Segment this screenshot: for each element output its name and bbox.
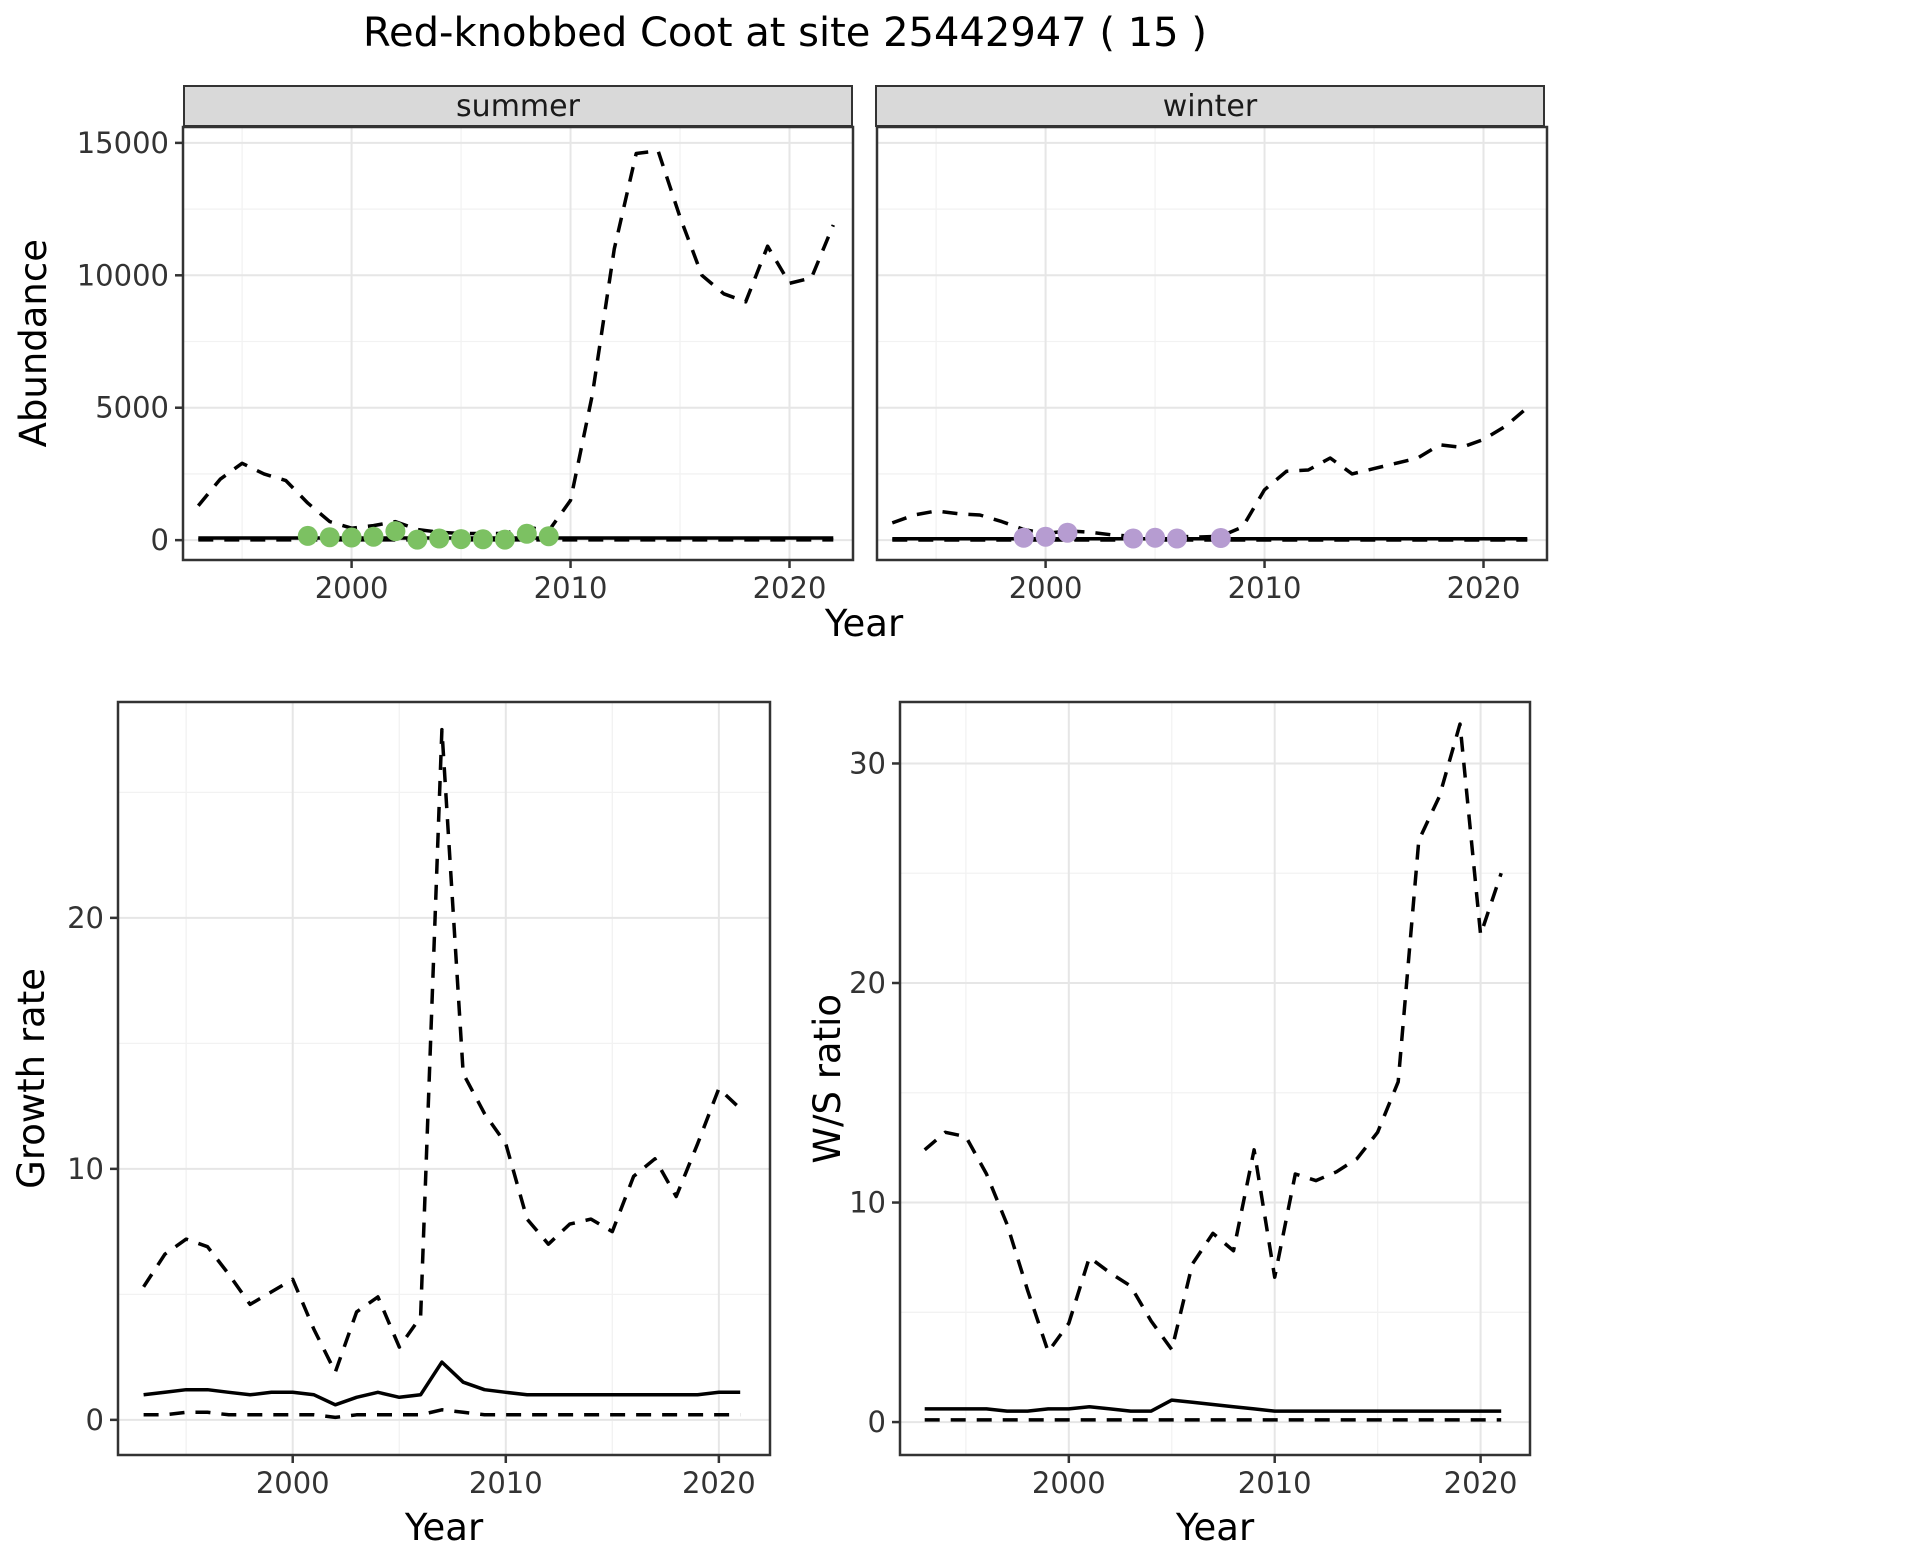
upper-ci-line xyxy=(891,406,1529,539)
y-tick-label: 20 xyxy=(849,966,886,1000)
x-tick-label: 2000 xyxy=(1032,1466,1106,1500)
ws-ratio-axis-title-text: W/S ratio xyxy=(805,993,849,1164)
observed-summer-counts-point xyxy=(319,527,340,548)
observed-summer-counts-point xyxy=(494,529,515,550)
observed-winter-counts-point xyxy=(1013,527,1034,548)
observed-winter-counts-point xyxy=(1145,527,1166,548)
panel-background xyxy=(118,702,770,1455)
panel-background xyxy=(183,127,853,560)
winter-abundance-chart: 2000 2010 2020 xyxy=(875,125,1549,605)
x-tick-label: 2020 xyxy=(682,1466,756,1500)
x-tick-label: 2000 xyxy=(315,571,389,605)
x-tick-label: 2000 xyxy=(256,1466,330,1500)
observed-summer-counts-point xyxy=(473,529,493,550)
observed-winter-counts-point xyxy=(1035,526,1056,547)
observed-summer-counts-point xyxy=(407,529,428,550)
growth-rate-chart: 2000 2010 2020 0 10 20 xyxy=(67,700,772,1500)
x-tick-label: 2010 xyxy=(1238,1466,1312,1500)
top-year-axis-title: Year xyxy=(824,602,904,645)
abundance-axis-title: Abundance xyxy=(10,127,56,560)
ws-year-axis-title: Year xyxy=(1175,1506,1255,1549)
facet-strip-summer-label: summer xyxy=(456,88,580,124)
facet-strip-winter-label: winter xyxy=(1162,88,1258,124)
upper-ci-line xyxy=(923,722,1503,1354)
axis-ticks: 2000 2010 2020 xyxy=(1009,560,1521,605)
gridlines xyxy=(900,702,1530,1455)
y-tick-label: 30 xyxy=(849,746,886,780)
panel-border xyxy=(898,700,1532,1457)
panel-border xyxy=(875,125,1549,562)
axis-ticks: 2000 2010 2020 0 10 20 30 xyxy=(849,746,1517,1500)
panel-background xyxy=(900,702,1530,1455)
summer-abundance-chart: 2000 2010 2020 0 5000 10000 15000 xyxy=(77,125,855,605)
panel-background xyxy=(877,127,1547,560)
x-tick-label: 2010 xyxy=(1228,571,1302,605)
observed-summer-counts-point xyxy=(363,526,384,547)
gridlines xyxy=(118,702,770,1455)
x-tick-label: 2020 xyxy=(1447,571,1521,605)
abundance-axis-title-text: Abundance xyxy=(11,239,55,448)
y-tick-label: 0 xyxy=(868,1405,886,1439)
y-tick-label: 10 xyxy=(67,1152,104,1186)
data-layer xyxy=(923,722,1503,1422)
panel-border xyxy=(116,700,772,1457)
ws-ratio-axis-title: W/S ratio xyxy=(804,702,850,1455)
figure-title: Red-knobbed Coot at site 25442947 ( 15 ) xyxy=(363,10,1207,56)
x-tick-label: 2010 xyxy=(469,1466,543,1500)
y-tick-label: 20 xyxy=(67,901,104,935)
upper-ci-line xyxy=(196,149,835,536)
lower-ci-line xyxy=(143,1408,741,1420)
growth-rate-axis-title-text: Growth rate xyxy=(9,968,53,1189)
observed-summer-counts-point xyxy=(429,528,450,549)
x-tick-label: 2000 xyxy=(1009,571,1083,605)
observed-summer-counts-point xyxy=(341,527,362,548)
facet-strip-summer: summer xyxy=(183,85,853,127)
y-tick-label: 15000 xyxy=(77,126,169,160)
gridlines xyxy=(183,127,853,560)
axis-ticks: 2000 2010 2020 0 10 20 xyxy=(67,901,756,1500)
x-tick-label: 2010 xyxy=(534,571,608,605)
growth-year-axis-title: Year xyxy=(404,1506,484,1549)
observed-summer-counts-point xyxy=(385,521,406,542)
y-tick-label: 10000 xyxy=(77,258,169,292)
y-tick-label: 0 xyxy=(86,1403,104,1437)
x-tick-label: 2020 xyxy=(753,571,827,605)
observed-summer-counts-point xyxy=(451,529,472,550)
upper-ci-line xyxy=(142,727,742,1374)
panel-border xyxy=(181,125,855,562)
observed-winter-counts-point xyxy=(1210,528,1231,548)
axis-ticks: 2000 2010 2020 0 5000 10000 15000 xyxy=(77,126,827,605)
observed-winter-counts-point xyxy=(1123,528,1144,549)
observed-winter-counts-point xyxy=(1057,522,1078,543)
y-tick-label: 5000 xyxy=(95,391,169,425)
ws-ratio-chart: 2000 2010 2020 0 10 20 30 xyxy=(849,700,1532,1500)
y-tick-label: 0 xyxy=(151,523,169,557)
y-tick-label: 10 xyxy=(849,1186,886,1220)
mean-line xyxy=(143,1360,741,1407)
data-layer xyxy=(142,727,742,1420)
observed-summer-counts-point xyxy=(516,523,537,544)
observed-summer-counts-point xyxy=(297,525,318,546)
observed-winter-counts-point xyxy=(1167,528,1187,549)
growth-rate-axis-title: Growth rate xyxy=(8,702,54,1455)
data-layer xyxy=(891,406,1529,549)
observed-summer-counts-point xyxy=(538,526,559,547)
data-layer xyxy=(196,149,835,550)
mean-line xyxy=(924,1398,1502,1413)
x-tick-label: 2020 xyxy=(1444,1466,1518,1500)
